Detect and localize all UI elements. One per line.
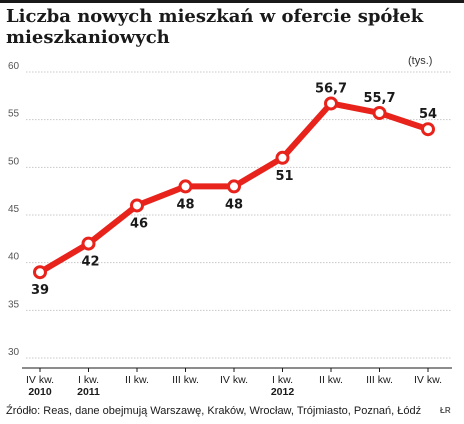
x-year-label-1: 2011	[77, 386, 100, 398]
x-tick-label-4: IV kw.	[220, 374, 248, 386]
y-tick-label-35: 35	[8, 299, 20, 310]
x-tick-label-2: II kw.	[125, 374, 149, 386]
chart-title: Liczba nowych mieszkań w ofercie spółek …	[6, 6, 424, 48]
data-point-4	[227, 179, 241, 194]
x-tick-label-0: IV kw.	[26, 374, 54, 386]
x-tick-label-5: I kw.	[272, 374, 293, 386]
credit: ŁR	[440, 406, 451, 415]
data-point-1	[81, 236, 96, 251]
y-tick-label-60: 60	[8, 61, 20, 72]
data-point-8	[421, 122, 435, 137]
data-label-3: 48	[176, 197, 194, 212]
data-point-2	[130, 198, 144, 213]
data-point-3	[178, 179, 193, 194]
x-tick-label-7: III kw.	[366, 374, 393, 386]
unit-label: (tys.)	[408, 55, 433, 67]
source-note: Źródło: Reas, dane obejmują Warszawę, Kr…	[6, 405, 422, 417]
x-tick-label-1: I kw.	[78, 374, 99, 386]
data-point-0	[33, 265, 47, 280]
data-labels: 39 42 46 48 48 51 56,7 55,7 54	[31, 81, 437, 298]
top-rule	[0, 0, 464, 3]
x-tick-label-8: IV kw.	[414, 374, 442, 386]
data-label-0: 39	[31, 283, 49, 298]
data-point-7	[372, 105, 387, 120]
data-label-8: 54	[419, 107, 437, 122]
y-tick-label-50: 50	[8, 156, 20, 167]
x-year-label-5: 2012	[271, 386, 295, 398]
data-label-1: 42	[81, 255, 99, 270]
data-label-4: 48	[225, 197, 243, 212]
data-points	[33, 96, 435, 280]
y-tick-label-30: 30	[8, 347, 20, 358]
data-label-6: 56,7	[315, 81, 347, 96]
y-tick-label-45: 45	[8, 204, 20, 215]
y-tick-label-55: 55	[8, 109, 20, 120]
x-tick-label-3: III kw.	[172, 374, 199, 386]
data-point-6	[324, 96, 338, 111]
y-tick-label-40: 40	[8, 252, 20, 263]
x-tick-label-6: II kw.	[319, 374, 343, 386]
data-label-7: 55,7	[363, 91, 395, 106]
y-axis-ticks: 30 35 40 45 50 55 60	[8, 61, 20, 358]
data-label-2: 46	[130, 216, 148, 231]
data-label-5: 51	[275, 169, 293, 184]
data-point-5	[275, 150, 290, 165]
x-year-label-0: 2010	[28, 386, 52, 398]
